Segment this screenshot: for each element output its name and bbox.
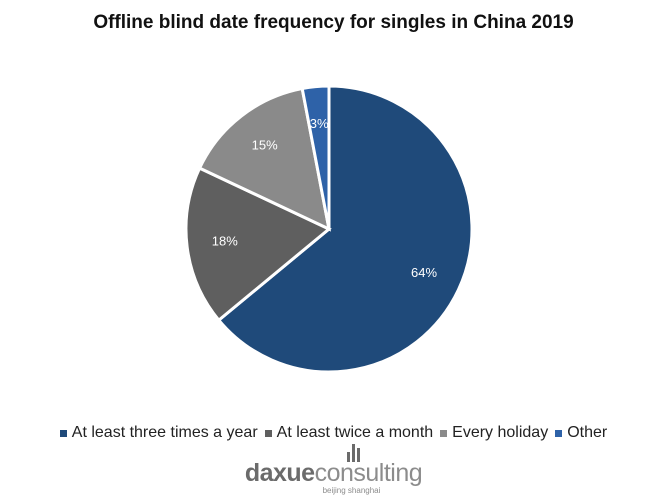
legend-label-2: At least twice a month — [276, 424, 434, 441]
pie-label-2: 18% — [212, 234, 238, 249]
legend-swatch-2 — [264, 429, 272, 437]
legend-swatch-1 — [59, 429, 67, 437]
pie-slice-3 — [197, 86, 332, 232]
logo-brand-daxue: daxue — [244, 459, 315, 487]
pie-slice-1 — [216, 84, 474, 374]
pie-chart: 64% 18% 15% 3% — [184, 84, 474, 374]
pie-slice-4 — [300, 84, 331, 230]
pie-slice-2 — [184, 166, 332, 323]
legend-swatch-4 — [555, 429, 563, 437]
legend-item-1: At least three times a year — [59, 424, 258, 442]
legend-label-3: Every holiday — [452, 424, 549, 441]
pie-label-4: 3% — [310, 116, 329, 131]
legend-item-3: Every holiday — [440, 424, 548, 442]
pie-label-3: 15% — [252, 137, 278, 152]
legend: At least three times a year At least twic… — [0, 424, 667, 442]
pie-label-1: 64% — [411, 265, 437, 280]
legend-label-4: Other — [567, 424, 608, 441]
daxue-consulting-logo: daxueconsulting beijing shanghai — [0, 444, 667, 495]
legend-item-2: At least twice a month — [264, 424, 434, 442]
logo-wordmark: daxueconsulting — [244, 459, 423, 487]
chart-title: Offline blind date frequency for singles… — [93, 12, 574, 33]
legend-item-4: Other — [555, 424, 607, 442]
legend-swatch-3 — [440, 429, 448, 437]
logo-brand-consulting: consulting — [314, 459, 423, 487]
logo-tagline: beijing shanghai — [322, 486, 381, 495]
legend-label-1: At least three times a year — [71, 424, 258, 441]
bar-chart-icon — [347, 444, 360, 462]
